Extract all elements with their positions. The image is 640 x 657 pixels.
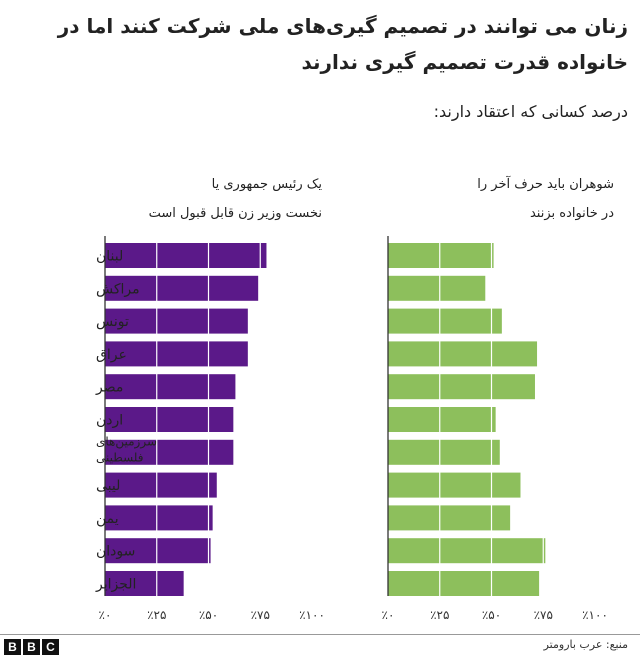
category-label-8: لیبی [96, 478, 120, 494]
category-label-7-line-1: سرزمین‌های [96, 434, 157, 449]
category-label-3: تونس [96, 314, 129, 330]
left-tick-label-1: ٪۰ [99, 608, 112, 622]
category-label-4: عراق [96, 347, 127, 363]
left-panel-title-line-1: یک رئیس جمهوری یا [211, 177, 322, 192]
left-panel-title-line-2: نخست وزیر زن قابل قبول است [148, 206, 322, 221]
left-tick-label-5: ٪۱۰۰ [299, 608, 325, 622]
category-label-1: لبنان [96, 249, 123, 265]
right-panel-title-line-1: شوهران باید حرف آخر را [477, 177, 614, 192]
right-bar-7 [388, 439, 500, 465]
left-bar-10 [105, 538, 211, 564]
right-panel-title-line-2: در خانواده بزنند [529, 206, 614, 221]
right-bar-3 [388, 308, 502, 334]
left-tick-label-2: ٪۲۵ [147, 608, 166, 622]
left-bar-3 [105, 308, 248, 334]
bbc-logo-letter-1: B [4, 639, 21, 655]
right-bar-6 [388, 407, 496, 432]
bbc-logo-letter-2: B [23, 639, 40, 655]
right-bar-9 [388, 505, 511, 531]
left-bar-2 [105, 275, 259, 301]
right-tick-label-2: ٪۲۵ [430, 608, 449, 622]
right-bar-4 [388, 341, 538, 367]
right-tick-label-4: ٪۷۵ [534, 608, 553, 622]
left-panel-title: یک رئیس جمهوری یا نخست وزیر زن قابل قبول… [149, 170, 322, 228]
right-bar-10 [388, 538, 546, 564]
category-label-7-line-2: فلسطینی [96, 450, 144, 464]
category-label-5: مصر [95, 380, 123, 396]
left-bar-11 [105, 571, 184, 596]
left-tick-label-3: ٪۵۰ [199, 608, 218, 622]
source-note: منبع: عرب بارومتر [543, 638, 628, 651]
right-bar-2 [388, 275, 486, 301]
footer-divider [0, 634, 640, 635]
chart-title: زنان می توانند در تصمیم گیری‌های ملی شرک… [57, 14, 628, 74]
left-bar-8 [105, 472, 217, 498]
bar-charts: ٪۰ ٪۲۵ ٪۵۰ ٪۷۵ ٪۱۰۰ لبنان مراکش تونس عراق مصر اردن… [95, 236, 608, 622]
category-label-6: اردن [96, 413, 123, 429]
bbc-logo-letter-3: C [42, 639, 59, 655]
right-tick-label-5: ٪۱۰۰ [582, 608, 608, 622]
right-bar-11 [388, 571, 540, 596]
right-tick-label-1: ٪۰ [382, 608, 395, 622]
category-label-9: یمن [96, 511, 119, 527]
category-label-10: سودان [96, 544, 135, 560]
chart-subtitle: درصد کسانی که اعتقاد دارند: [433, 102, 628, 121]
right-tick-label-3: ٪۵۰ [482, 608, 501, 622]
left-bar-7 [105, 439, 234, 465]
right-bar-8 [388, 472, 521, 498]
right-bar-5 [388, 374, 535, 400]
left-bar-4 [105, 341, 248, 367]
left-bar-1 [105, 243, 267, 268]
left-tick-label-4: ٪۷۵ [251, 608, 270, 622]
bbc-logo: B B C [4, 639, 59, 655]
right-bar-1 [388, 243, 494, 268]
category-label-11: الجزایر [95, 577, 136, 593]
right-panel-title: شوهران باید حرف آخر را در خانواده بزنند [477, 170, 614, 228]
left-bar-9 [105, 505, 213, 531]
category-label-2: مراکش [96, 281, 140, 297]
left-bar-5 [105, 374, 236, 400]
left-bar-6 [105, 407, 234, 432]
